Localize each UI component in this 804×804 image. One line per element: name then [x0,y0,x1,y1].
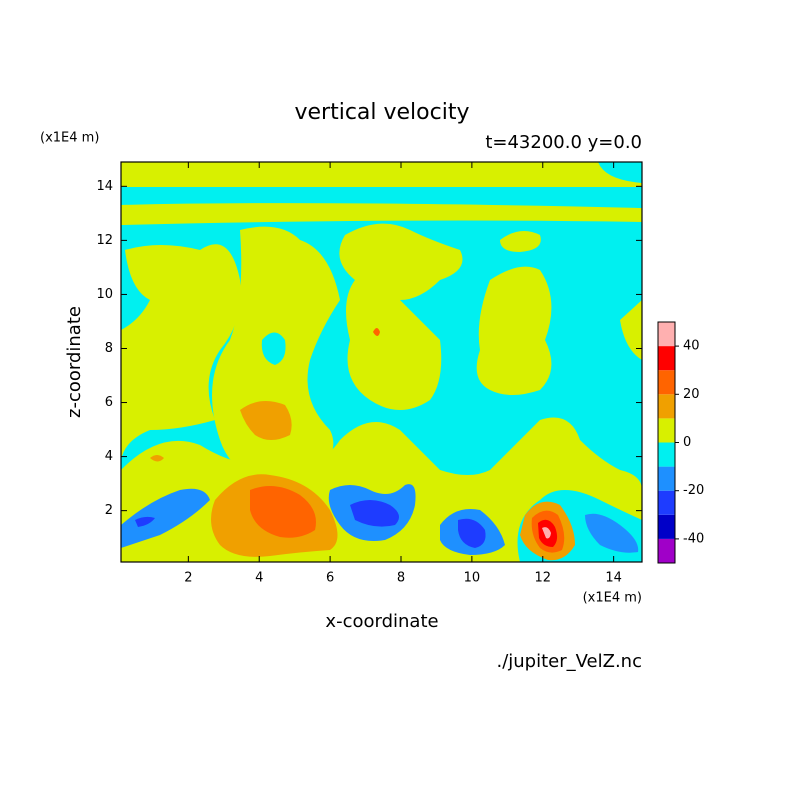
colorbar-tick-label: 40 [683,339,700,354]
contour-region [121,162,642,187]
colorbar-segment [658,466,675,491]
contour-region [500,231,541,252]
contour-region [135,516,155,527]
footnote: ./jupiter_VelZ.nc [496,651,642,672]
contour-region [542,527,551,539]
contour-region [240,401,292,440]
x-tick-label: 6 [326,571,334,586]
plot-frame [120,161,643,563]
colorbar-segment [658,370,675,395]
x-tick-label: 8 [397,571,405,586]
contour-region [585,513,639,553]
x-tick-label: 2 [184,571,192,586]
x-tick-label: 4 [255,571,263,586]
colorbar-segment [658,538,675,563]
colorbar-tick-label: -20 [683,483,704,498]
contour-region [373,328,380,336]
x-axis-label: x-coordinate [325,611,438,632]
contour-region [250,486,316,538]
x-tick-label: 14 [605,571,622,586]
contour-region [121,244,241,460]
chart-subtitle: t=43200.0 y=0.0 [485,132,642,153]
x-tick-label: 12 [534,571,551,586]
y-tick-label: 8 [105,341,113,356]
chart-title: vertical velocity [294,100,469,125]
colorbar-segment [658,442,675,467]
y-tick-label: 14 [96,179,113,194]
contour-field [121,162,642,562]
colorbar-segment [658,418,675,443]
y-tick-label: 2 [105,503,113,518]
y-axis-label: z-coordinate [64,306,85,418]
contour-region [350,500,399,527]
contour-region [620,300,642,360]
y-tick-label: 12 [96,233,113,248]
colorbar-tick-label: 0 [683,435,691,450]
colorbar-segment [658,490,675,515]
colorbar-segment [658,514,675,539]
contour-region [121,488,210,548]
y-unit: (x1E4 m) [40,131,99,146]
x-tick-label: 10 [464,571,481,586]
contour-region [150,455,164,462]
contour-region [121,203,642,225]
contour-region [476,266,552,395]
contour-region [339,223,463,410]
contour-region [261,332,286,365]
y-tick-label: 6 [105,395,113,410]
colorbar-segment [658,322,675,347]
x-unit: (x1E4 m) [583,591,642,606]
colorbar-tick-label: -40 [683,531,704,546]
colorbar-segment [658,394,675,419]
y-tick-label: 10 [96,287,113,302]
y-tick-label: 4 [105,449,113,464]
colorbar-tick-label: 20 [683,387,700,402]
contour-region [458,518,486,548]
colorbar-segment [658,346,675,371]
